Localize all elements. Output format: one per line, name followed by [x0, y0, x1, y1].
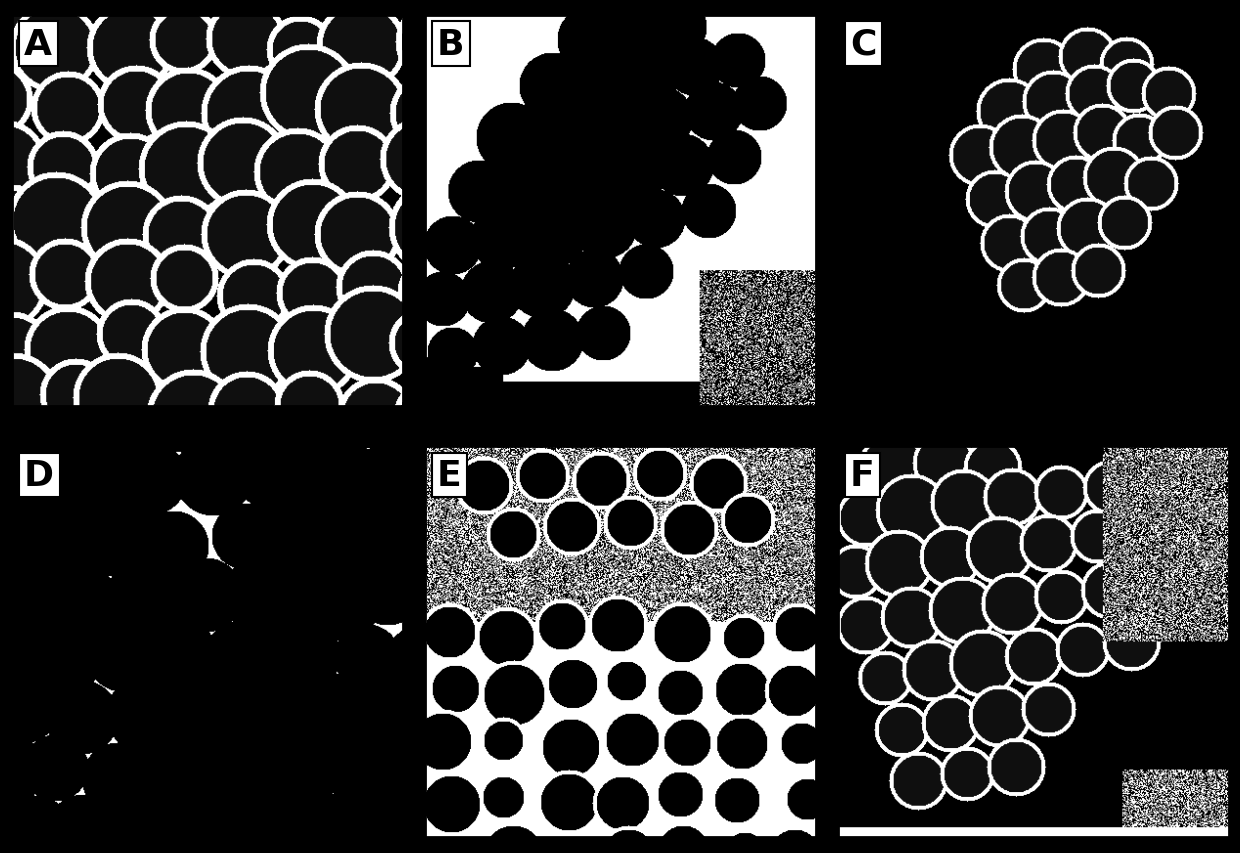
Text: F: F: [849, 459, 874, 492]
Text: D: D: [24, 459, 55, 492]
Text: B: B: [436, 28, 465, 61]
Text: C: C: [849, 28, 877, 61]
Text: A: A: [24, 28, 52, 61]
Text: E: E: [436, 459, 461, 492]
